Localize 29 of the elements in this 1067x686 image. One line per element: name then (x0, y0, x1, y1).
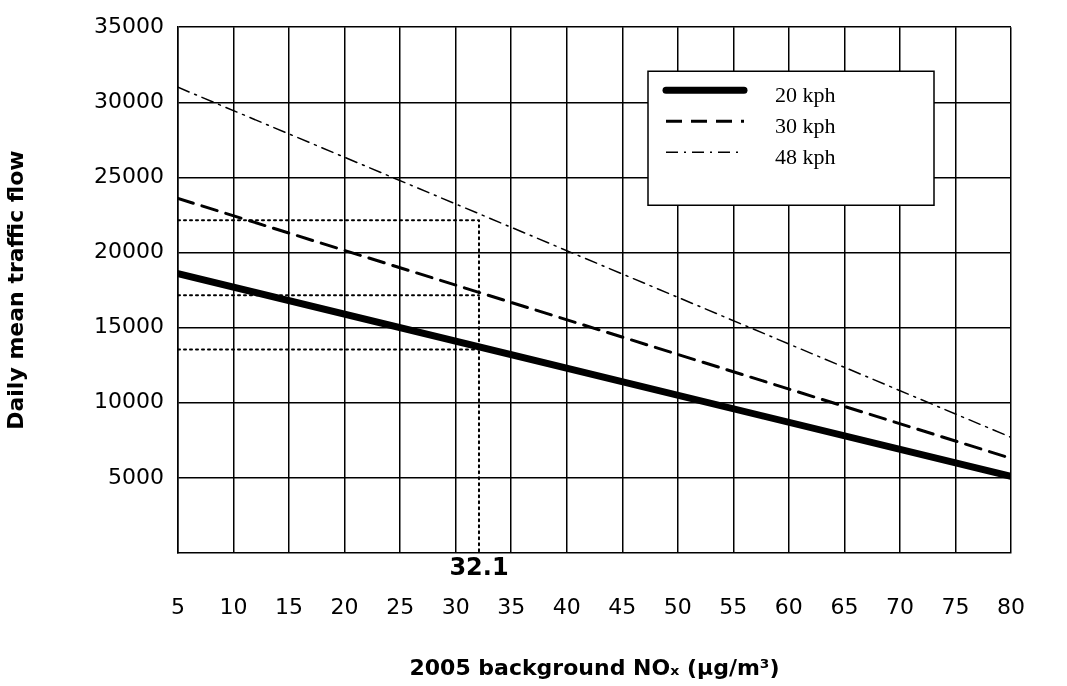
y-tick-label: 10000 (94, 388, 164, 414)
x-tick-label: 60 (774, 593, 803, 619)
y-tick-label: 30000 (94, 88, 164, 114)
x-tick-label: 55 (719, 593, 748, 619)
legend-label: 48 kph (775, 143, 836, 169)
x-tick-label: 30 (441, 593, 470, 619)
x-tick-label: 75 (941, 593, 970, 619)
x-tick-label: 10 (219, 593, 248, 619)
x-tick-label: 80 (997, 593, 1025, 619)
x-tick-label: 15 (275, 593, 304, 619)
y-tick-label: 20000 (94, 238, 164, 264)
x-tick-label: 40 (552, 593, 581, 619)
x-tick-label: 5 (171, 593, 185, 619)
y-tick-label: 5000 (108, 463, 164, 489)
y-tick-label: 35000 (94, 12, 164, 38)
x-tick-label: 70 (885, 593, 914, 619)
y-axis-title: Daily mean traffic flow (2, 150, 28, 430)
annotation: 32.1 (449, 553, 509, 582)
y-tick-label: 25000 (94, 163, 164, 189)
y-tick-label: 15000 (94, 313, 164, 339)
legend-label: 20 kph (775, 81, 836, 107)
legend-label: 30 kph (775, 112, 836, 138)
x-axis-title: 2005 background NOₓ (μg/m³) (409, 654, 780, 680)
x-tick-label: 65 (830, 593, 859, 619)
x-tick-label: 50 (663, 593, 692, 619)
x-tick-label: 35 (497, 593, 526, 619)
x-tick-label: 25 (386, 593, 415, 619)
x-tick-label: 20 (330, 593, 359, 619)
x-tick-label: 45 (608, 593, 637, 619)
